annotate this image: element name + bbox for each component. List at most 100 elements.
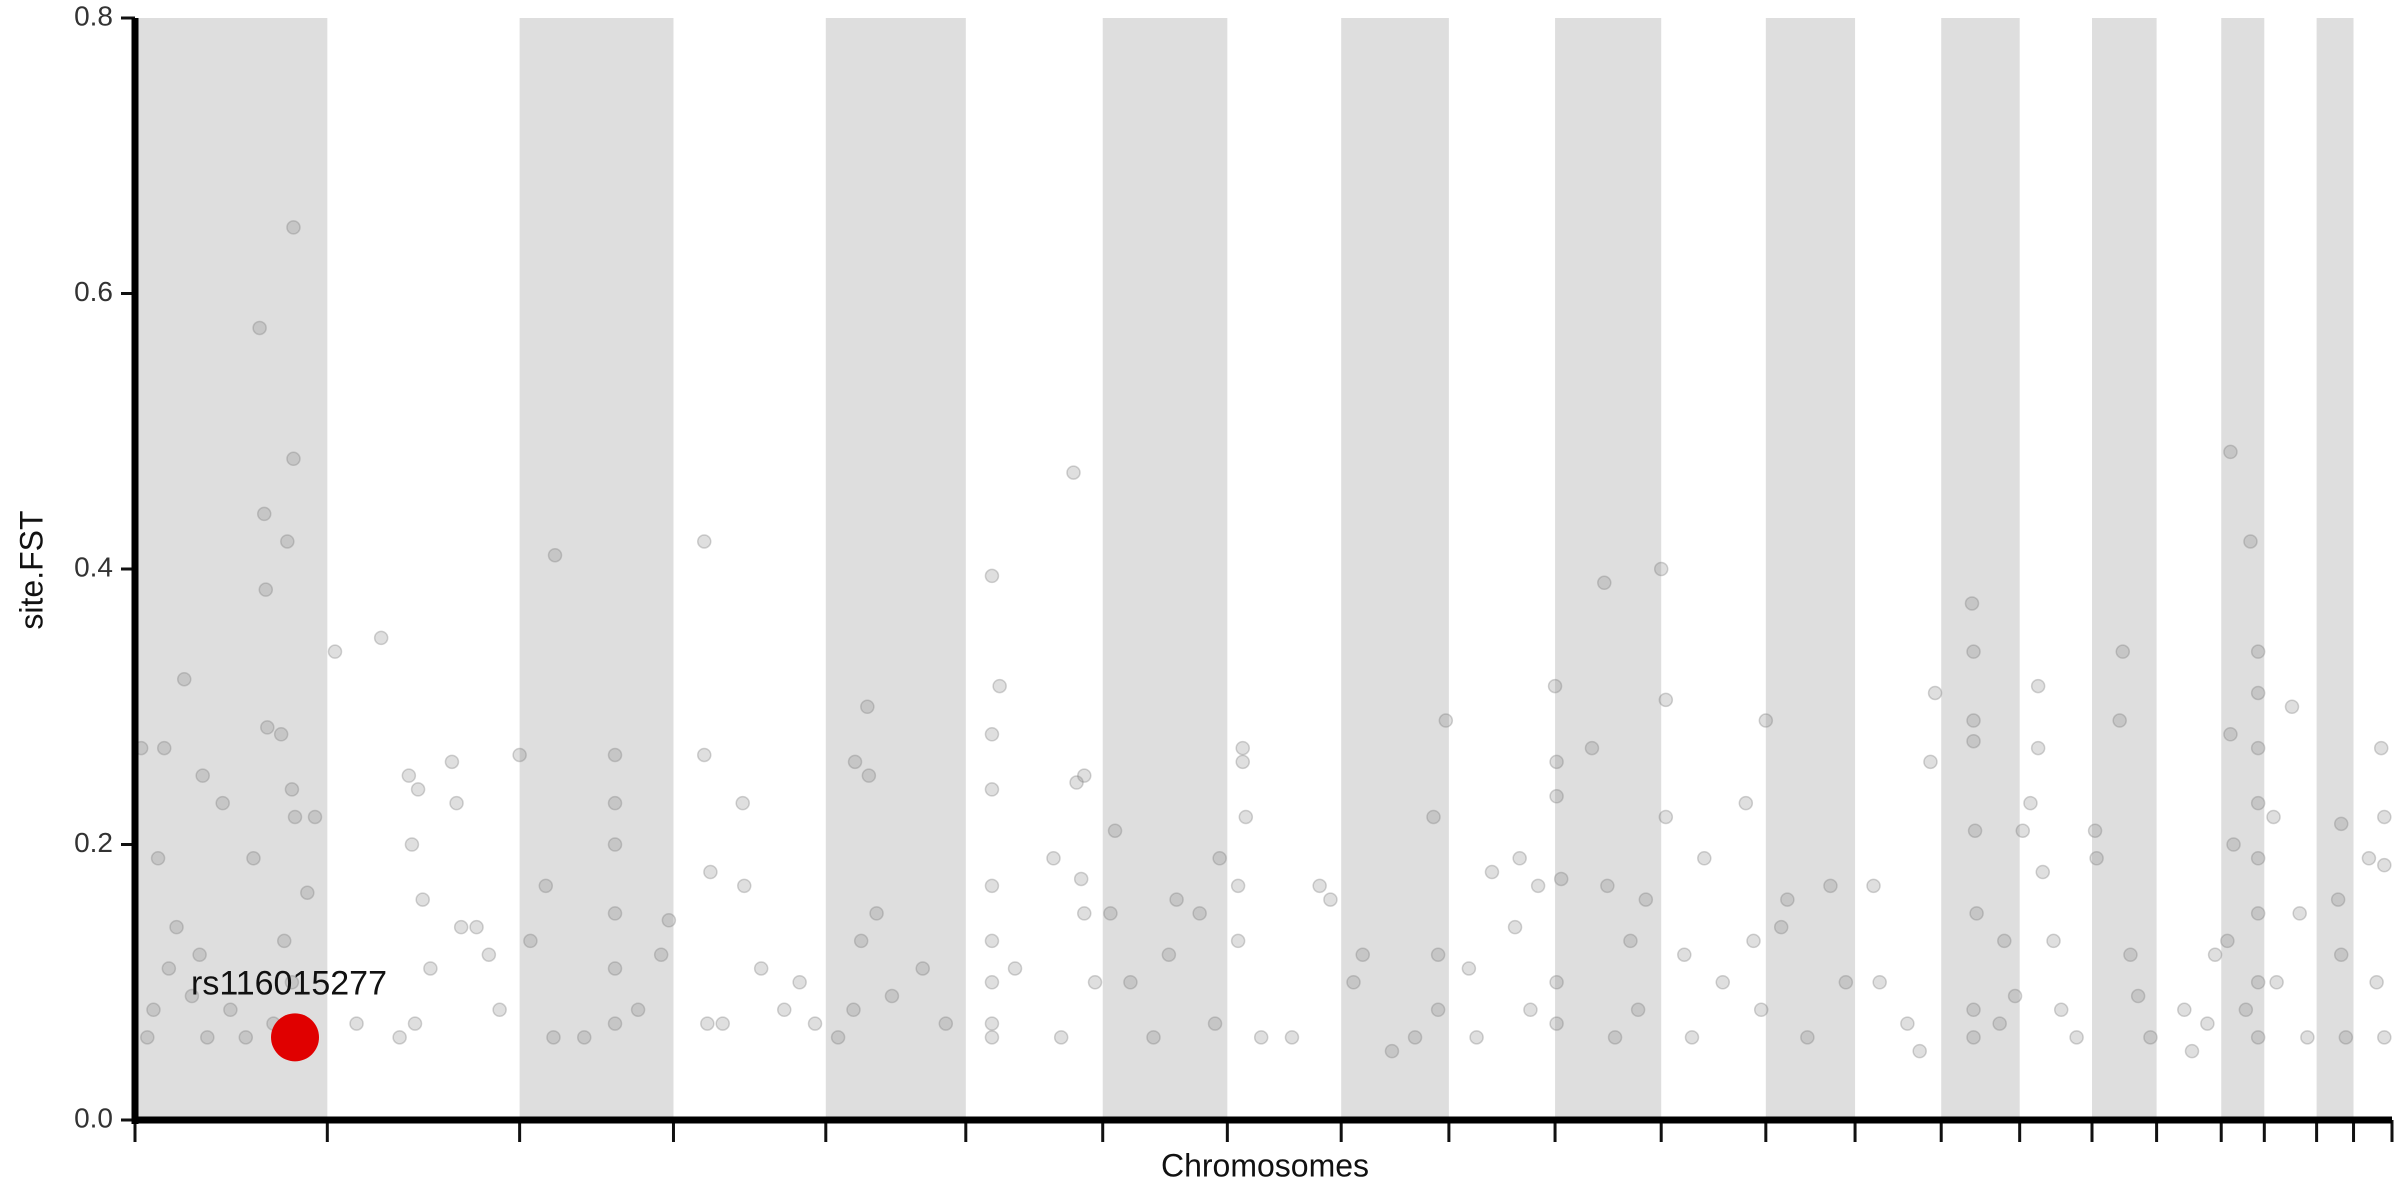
data-point (1312, 878, 1327, 894)
data-point (2207, 947, 2223, 962)
data-point (2373, 740, 2389, 756)
data-point (276, 933, 292, 949)
data-point (1077, 768, 1092, 783)
data-point (2015, 823, 2031, 838)
data-point (1284, 1030, 1300, 1045)
data-point (1677, 947, 1692, 962)
data-point (1547, 678, 1563, 694)
data-point (492, 1002, 507, 1018)
data-point (2269, 975, 2284, 990)
data-point (453, 919, 469, 935)
data-point (1230, 933, 1246, 949)
data-point (2250, 685, 2266, 701)
data-point (1212, 851, 1227, 866)
data-point (2200, 1016, 2215, 1031)
highlight-point (271, 1013, 320, 1062)
data-point (256, 506, 272, 522)
data-point (1523, 1002, 1538, 1018)
data-point (401, 768, 417, 783)
chromosome-band (1341, 18, 1449, 1120)
data-point (984, 568, 1000, 584)
data-point (1053, 1030, 1069, 1045)
data-point (1966, 1002, 1981, 1018)
data-point (176, 671, 192, 687)
data-point (984, 933, 1000, 949)
data-point (1607, 1030, 1623, 1045)
data-point (1966, 733, 1981, 749)
data-point (2143, 1030, 2158, 1045)
data-point (2112, 713, 2127, 728)
data-point (861, 768, 877, 783)
chromosome-band (1102, 18, 1228, 1120)
data-point (1866, 878, 1881, 894)
data-point (2284, 699, 2300, 714)
data-point (2035, 864, 2051, 880)
data-point (1087, 975, 1103, 990)
data-point (2250, 1030, 2266, 1045)
data-point (703, 864, 718, 880)
data-point (2377, 1030, 2392, 1045)
data-point (984, 1016, 1000, 1031)
chromosome-band (1765, 18, 1856, 1120)
data-point (1969, 906, 1984, 921)
data-point (1549, 789, 1564, 804)
data-point (607, 1016, 623, 1031)
data-point (984, 727, 1000, 742)
chromosome-band (519, 18, 674, 1120)
data-point (576, 1030, 592, 1045)
data-point (192, 947, 207, 962)
data-point (661, 913, 677, 928)
data-point (1838, 975, 1854, 990)
data-point (1823, 878, 1838, 894)
data-point (653, 947, 669, 962)
y-tick-label: 0.8 (74, 0, 113, 31)
x-axis-label: Chromosomes (1161, 1147, 1369, 1183)
data-point (1697, 851, 1712, 866)
data-point (327, 644, 343, 659)
data-point (984, 975, 1000, 990)
data-point (853, 933, 869, 949)
data-point (1967, 823, 1983, 838)
data-point (246, 851, 261, 866)
data-point (2250, 795, 2266, 811)
data-point (2369, 975, 2384, 990)
data-point (2069, 1030, 2084, 1045)
data-point (2266, 809, 2281, 825)
data-point (169, 919, 184, 935)
data-point (307, 809, 323, 825)
data-point (1872, 975, 1887, 990)
chromosome-band (2221, 18, 2265, 1120)
data-point (1426, 809, 1441, 825)
data-point (1597, 575, 1612, 591)
data-point (2115, 644, 2131, 659)
data-point (1384, 1043, 1400, 1059)
data-point (1253, 1030, 1269, 1045)
data-point (2338, 1030, 2354, 1045)
data-point (1073, 871, 1089, 887)
data-point (1407, 1030, 1423, 1045)
data-point (1600, 878, 1615, 894)
data-point (2377, 809, 2392, 825)
data-point (697, 534, 712, 549)
data-point (1123, 975, 1138, 990)
data-point (273, 727, 289, 742)
data-point (512, 747, 527, 763)
data-point (847, 754, 863, 770)
data-point (1658, 692, 1674, 708)
data-point (481, 947, 497, 962)
chromosome-band (2316, 18, 2354, 1120)
data-point (2089, 851, 2104, 866)
data-point (1046, 851, 1061, 866)
data-point (777, 1002, 792, 1018)
data-point (2177, 1002, 2192, 1018)
data-point (349, 1016, 364, 1031)
data-point (2333, 816, 2349, 832)
data-point (1103, 906, 1118, 921)
data-point (1653, 561, 1669, 577)
data-point (1549, 1016, 1564, 1031)
data-point (300, 885, 315, 900)
data-point (2223, 727, 2238, 742)
chromosome-band (135, 18, 328, 1120)
data-point (938, 1016, 954, 1031)
data-point (238, 1030, 254, 1045)
